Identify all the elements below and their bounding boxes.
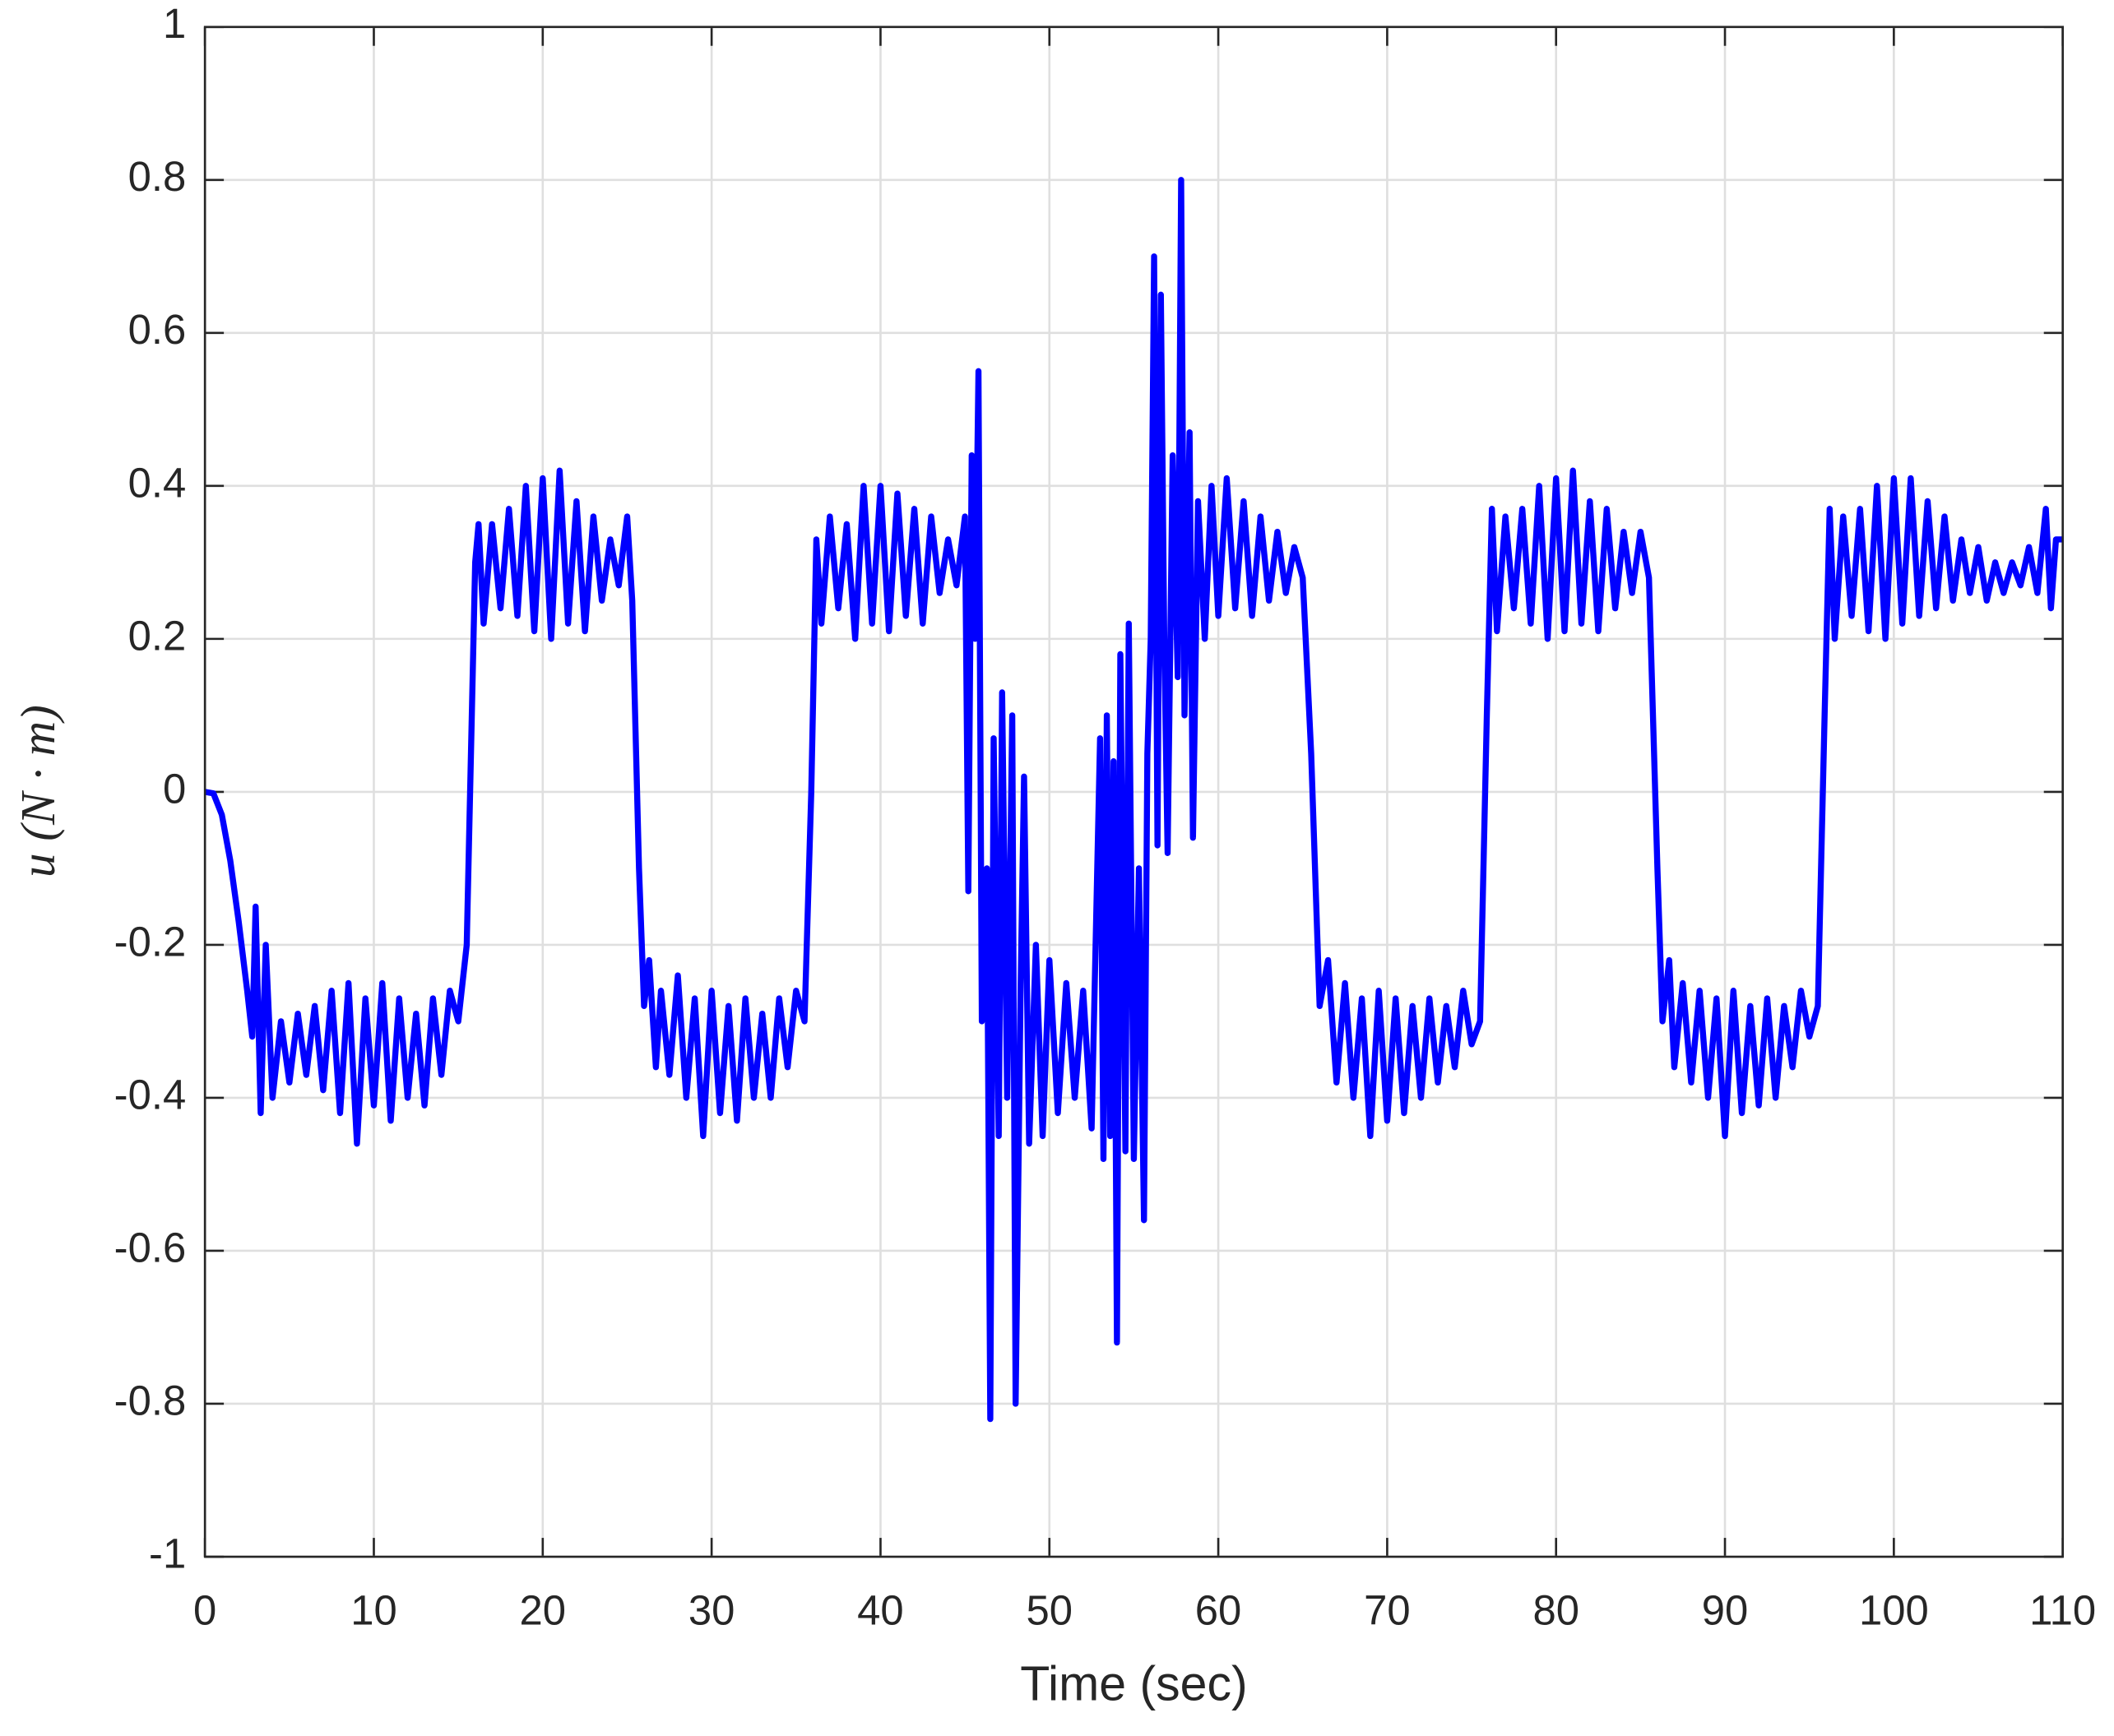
y-tick-label: 0.4 [128,459,187,506]
y-tick-label: -0.4 [114,1071,187,1118]
y-tick-label: 0 [163,765,186,812]
x-tick-label: 30 [688,1586,735,1633]
y-tick-label: 0.2 [128,612,187,659]
x-tick-label: 90 [1702,1586,1749,1633]
x-tick-label: 50 [1027,1586,1073,1633]
x-tick-label: 40 [857,1586,904,1633]
y-axis-label: u (N · m) [11,705,65,877]
x-tick-label: 100 [1859,1586,1929,1633]
y-tick-label: 0.8 [128,153,187,200]
x-tick-label: 70 [1364,1586,1411,1633]
y-tick-label: -0.6 [114,1224,187,1271]
y-tick-label: -0.2 [114,918,187,965]
y-tick-label: -1 [149,1530,186,1576]
data-line [204,177,2063,1423]
x-tick-label: 0 [193,1586,216,1633]
x-axis-label: Time (sec) [1020,1657,1247,1711]
x-tick-label: 10 [350,1586,397,1633]
x-tick-label: 60 [1195,1586,1242,1633]
y-tick-label: 0.6 [128,306,187,353]
y-tick-label: -0.8 [114,1377,187,1424]
plot-frame [203,25,2064,1558]
x-tick-label: 20 [520,1586,567,1633]
x-tick-label: 110 [2029,1586,2096,1633]
y-tick-label: 1 [163,0,186,47]
x-tick-label: 80 [1532,1586,1579,1633]
